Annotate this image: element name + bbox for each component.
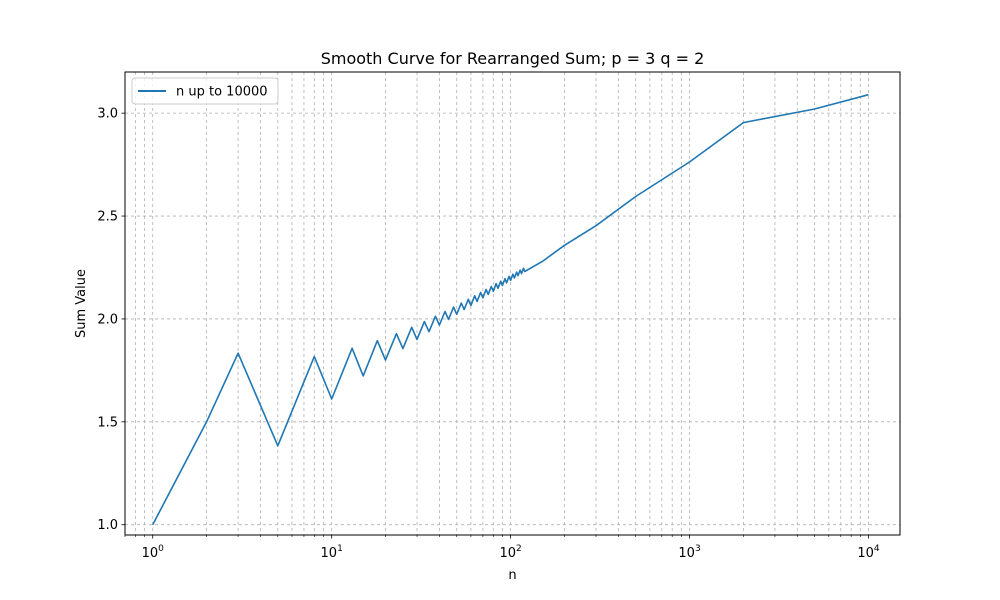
legend: n up to 10000 [131, 77, 279, 105]
y-tick-label: 2.5 [97, 210, 118, 225]
y-tick-label: 2.0 [97, 312, 118, 327]
legend-box [131, 77, 279, 105]
x-tick-label: 103 [678, 544, 700, 561]
chart-title: Smooth Curve for Rearranged Sum; p = 3 q… [321, 49, 705, 68]
grid [124, 72, 900, 535]
plot-frame [124, 71, 901, 536]
axis-ticks: 1.0 1.5 2.0 2.5 3.0 100 101 102 103 104 [97, 107, 880, 561]
legend-label: n up to 10000 [176, 85, 268, 100]
y-tick-label: 3.0 [97, 107, 118, 122]
y-tick-label: 1.0 [97, 518, 118, 533]
series-line [151, 93, 869, 526]
y-tick-label: 1.5 [97, 415, 118, 430]
x-tick-label: 104 [857, 544, 880, 561]
x-axis-label: n [508, 568, 516, 583]
x-tick-label: 100 [142, 544, 165, 561]
y-axis-label: Sum Value [74, 269, 89, 338]
x-tick-label: 101 [321, 544, 343, 561]
x-tick-label: 102 [499, 544, 521, 561]
series-layer [151, 93, 869, 526]
